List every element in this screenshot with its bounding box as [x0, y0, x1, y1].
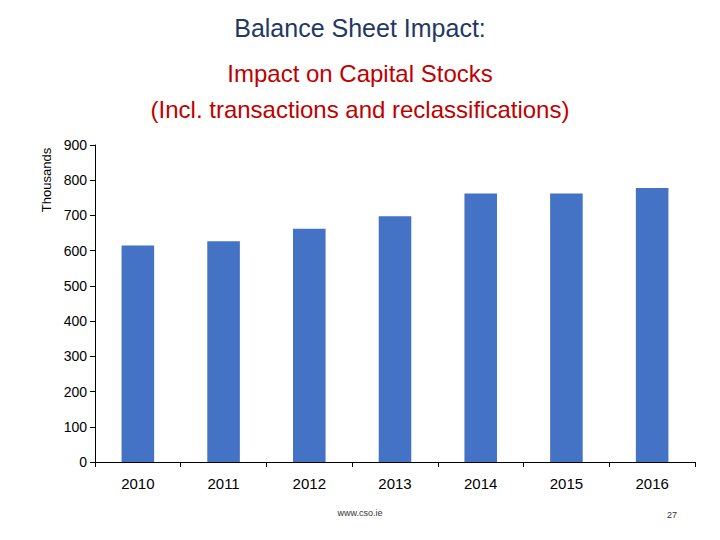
svg-text:2014: 2014: [464, 475, 497, 492]
svg-text:Balance Sheet Impact:: Balance Sheet Impact:: [234, 14, 486, 42]
svg-text:2012: 2012: [293, 475, 326, 492]
svg-text:500: 500: [64, 278, 88, 294]
svg-text:400: 400: [64, 313, 88, 329]
svg-text:600: 600: [64, 243, 88, 259]
svg-text:0: 0: [79, 454, 87, 470]
svg-text:200: 200: [64, 384, 88, 400]
svg-text:Impact on Capital Stocks: Impact on Capital Stocks: [227, 60, 492, 87]
svg-text:Thousands: Thousands: [39, 147, 54, 212]
svg-text:300: 300: [64, 348, 88, 364]
svg-text:(Incl. transactions and reclas: (Incl. transactions and reclassification…: [151, 96, 570, 123]
svg-text:2011: 2011: [207, 475, 239, 492]
svg-text:700: 700: [64, 207, 88, 223]
svg-text:900: 900: [64, 137, 88, 153]
svg-text:2015: 2015: [550, 475, 583, 492]
svg-text:www.cso.ie: www.cso.ie: [336, 508, 382, 518]
svg-text:100: 100: [64, 419, 88, 435]
svg-text:2016: 2016: [635, 475, 668, 492]
svg-text:800: 800: [64, 172, 88, 188]
svg-text:27: 27: [667, 510, 677, 520]
svg-text:2010: 2010: [121, 475, 154, 492]
svg-text:2013: 2013: [378, 475, 411, 492]
